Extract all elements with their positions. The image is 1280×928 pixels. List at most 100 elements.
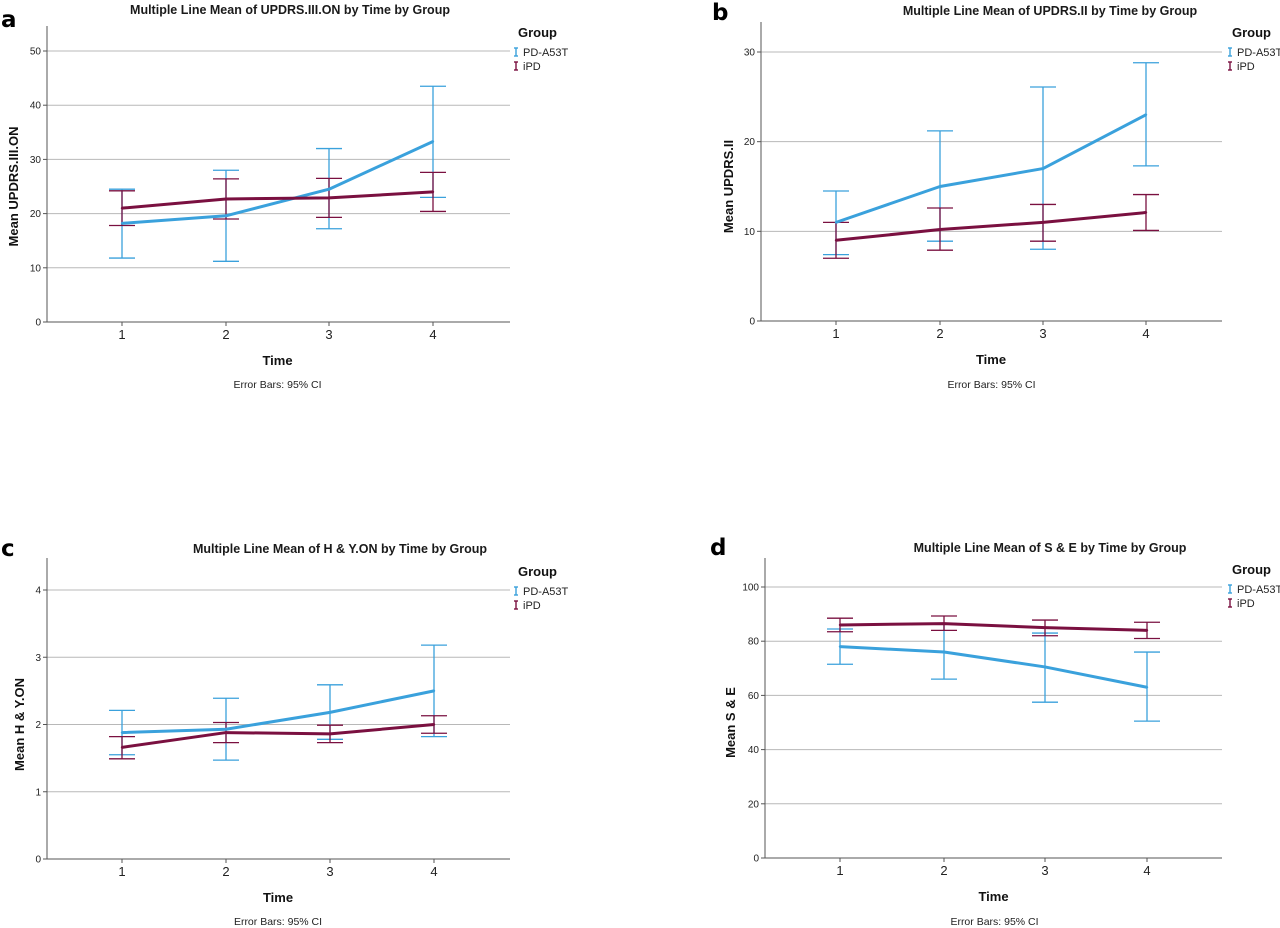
y-tick-label: 60 xyxy=(748,691,760,702)
y-tick-label: 2 xyxy=(35,720,41,731)
panel-letter: a xyxy=(1,7,17,33)
series-line-pd-a53t xyxy=(121,689,435,735)
data-point xyxy=(1145,686,1149,689)
chart-title: Multiple Line Mean of UPDRS.II by Time b… xyxy=(903,4,1198,18)
chart-title: Multiple Line Mean of UPDRS.III.ON by Ti… xyxy=(130,3,450,17)
chart-title: Multiple Line Mean of S & E by Time by G… xyxy=(914,541,1187,555)
panel-letter: d xyxy=(710,535,726,561)
data-point xyxy=(431,190,435,194)
y-tick-label: 10 xyxy=(744,227,756,238)
x-tick-label: 2 xyxy=(222,864,229,879)
legend-label: iPD xyxy=(1237,61,1255,73)
data-point xyxy=(431,140,435,143)
data-point xyxy=(1144,211,1148,214)
y-tick-label: 0 xyxy=(753,854,759,865)
data-point xyxy=(1041,221,1045,224)
data-point xyxy=(1041,167,1045,170)
panel-letter: b xyxy=(712,0,728,26)
series-line-ipd xyxy=(839,622,1148,632)
legend-title: Group xyxy=(518,564,557,579)
legend: Group PD-A53T iPD xyxy=(514,564,569,612)
y-tick-label: 0 xyxy=(35,855,41,866)
y-axis-title: Mean UPDRS.III.ON xyxy=(6,127,21,247)
data-point xyxy=(328,732,332,736)
y-tick-label: 20 xyxy=(748,799,760,810)
data-point xyxy=(1043,665,1047,669)
y-tick-label: 0 xyxy=(749,317,755,328)
legend-title: Group xyxy=(1232,562,1271,577)
error-bars-note: Error Bars: 95% CI xyxy=(234,916,322,928)
data-point xyxy=(327,188,331,191)
x-tick-label: 3 xyxy=(326,864,333,879)
chart-panel-c: c Multiple Line Mean of H & Y.ON by Time … xyxy=(1,536,569,928)
legend-label: iPD xyxy=(523,600,541,612)
y-tick-label: 4 xyxy=(35,586,41,597)
y-tick-label: 3 xyxy=(35,653,41,664)
error-bars-note: Error Bars: 95% CI xyxy=(950,916,1038,928)
data-point xyxy=(224,728,228,731)
y-axis-title: Mean H & Y.ON xyxy=(12,678,27,771)
y-axis-title: Mean S & E xyxy=(723,687,738,758)
x-tick-label: 3 xyxy=(1041,863,1048,878)
data-point xyxy=(120,731,124,734)
legend-label: PD-A53T xyxy=(1237,584,1280,596)
x-tick-label: 2 xyxy=(940,863,947,878)
data-point xyxy=(838,645,842,648)
x-axis-title: Time xyxy=(976,352,1006,367)
legend-title: Group xyxy=(1232,25,1271,40)
data-point xyxy=(1043,626,1047,629)
x-axis-title: Time xyxy=(262,353,292,368)
x-tick-label: 4 xyxy=(1142,326,1149,341)
error-bars-note: Error Bars: 95% CI xyxy=(233,379,321,391)
data-point xyxy=(224,197,228,201)
data-point xyxy=(432,723,436,726)
legend-title: Group xyxy=(518,25,557,40)
y-tick-label: 20 xyxy=(30,209,42,220)
x-tick-label: 1 xyxy=(118,327,125,342)
data-point xyxy=(120,206,124,210)
y-tick-label: 1 xyxy=(35,787,41,798)
panel-letter: c xyxy=(1,536,15,562)
series-pd-a53t xyxy=(109,85,446,262)
x-tick-label: 1 xyxy=(836,863,843,878)
chart-panel-a: a Multiple Line Mean of UPDRS.III.ON by T… xyxy=(1,3,569,391)
legend-label: PD-A53T xyxy=(523,586,569,598)
y-tick-label: 30 xyxy=(744,48,756,59)
y-tick-label: 0 xyxy=(35,318,41,329)
y-tick-label: 40 xyxy=(30,101,42,112)
data-point xyxy=(224,731,228,734)
x-axis-title: Time xyxy=(978,889,1008,904)
data-point xyxy=(942,650,946,654)
x-tick-label: 4 xyxy=(1143,863,1150,878)
series-line-ipd xyxy=(121,190,434,210)
y-tick-label: 20 xyxy=(744,137,756,148)
x-tick-label: 4 xyxy=(429,327,436,342)
data-point xyxy=(938,185,942,188)
error-bars-note: Error Bars: 95% CI xyxy=(947,379,1035,391)
y-axis-title: Mean UPDRS.II xyxy=(721,140,736,233)
legend-label: iPD xyxy=(523,61,541,73)
data-point xyxy=(942,622,946,625)
series-line-pd-a53t xyxy=(839,645,1148,689)
legend-label: PD-A53T xyxy=(523,47,569,59)
chart-panel-d: d Multiple Line Mean of S & E by Time by … xyxy=(710,535,1280,928)
data-point xyxy=(838,623,842,627)
data-point xyxy=(1144,113,1148,116)
y-tick-label: 40 xyxy=(748,745,760,756)
x-tick-label: 3 xyxy=(325,327,332,342)
x-tick-label: 2 xyxy=(222,327,229,342)
y-tick-label: 50 xyxy=(30,47,42,58)
y-tick-label: 80 xyxy=(748,637,760,648)
chart-panel-b: b Multiple Line Mean of UPDRS.II by Time … xyxy=(712,0,1280,391)
series-line-pd-a53t xyxy=(121,140,434,225)
data-point xyxy=(834,221,838,224)
data-point xyxy=(938,228,942,231)
data-point xyxy=(224,214,228,217)
y-tick-label: 10 xyxy=(30,263,42,274)
data-point xyxy=(327,196,331,200)
series-ipd xyxy=(827,615,1160,640)
legend: Group PD-A53T iPD xyxy=(1228,25,1280,73)
y-tick-label: 30 xyxy=(30,155,42,166)
chart-title: Multiple Line Mean of H & Y.ON by Time b… xyxy=(193,542,487,556)
